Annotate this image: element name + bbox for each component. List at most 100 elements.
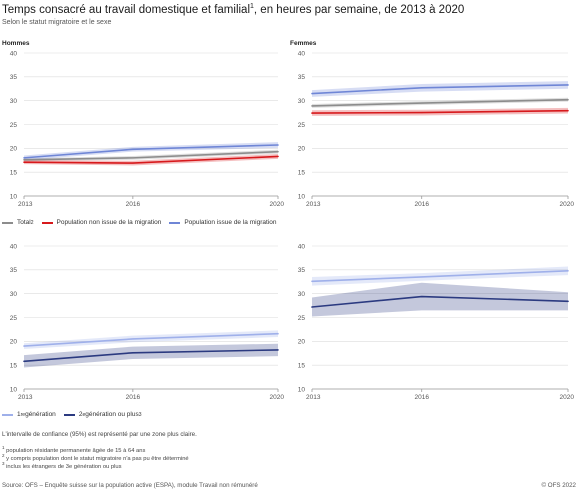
- data-point-total: [567, 98, 570, 101]
- data-point-non_migration: [311, 112, 314, 115]
- chart-femmes: 10 15 20 25 30 35 40 2013 2016 2020: [298, 50, 575, 208]
- series-line-non_migration: [23, 155, 279, 164]
- data-point-first_generation: [567, 269, 570, 272]
- data-point-first_generation: [131, 338, 134, 341]
- data-point-total: [420, 102, 423, 105]
- x-tick-label: 2016: [414, 201, 429, 208]
- data-point-second_generation: [567, 300, 570, 303]
- data-point-migration: [277, 144, 280, 147]
- y-tick-label: 40: [298, 50, 306, 57]
- legend-item-total: Total 2: [2, 219, 34, 226]
- y-tick-label: 35: [10, 74, 18, 81]
- series-line-migration: [311, 84, 569, 95]
- data-point-first_generation: [23, 345, 26, 348]
- data-point-second_generation: [420, 295, 423, 298]
- data-point-total: [311, 105, 314, 108]
- data-point-total: [277, 150, 280, 153]
- data-point-first_generation: [277, 332, 280, 335]
- x-tick-label: 2020: [560, 394, 575, 401]
- legend-swatch-migration: [169, 221, 181, 224]
- copyright-text: © OFS 2022: [541, 482, 576, 489]
- series-line-non_migration: [311, 109, 569, 114]
- legend-swatch-non-migration: [41, 221, 53, 224]
- chart-hommes: 10 15 20 25 30 35 40 2013 2016 2020: [10, 50, 285, 208]
- x-tick-label: 2020: [270, 394, 285, 401]
- series-line-first_generation: [23, 332, 279, 347]
- y-tick-label: 10: [298, 386, 306, 393]
- y-tick-label: 20: [298, 339, 306, 346]
- series-line-total: [311, 98, 569, 107]
- y-tick-label: 25: [10, 122, 18, 129]
- x-tick-label: 2016: [126, 394, 141, 401]
- data-point-migration: [23, 156, 26, 159]
- legend-swatch-first-generation: [2, 413, 13, 416]
- y-tick-label: 40: [298, 243, 306, 250]
- chart-femmes-generation: 10 15 20 25 30 35 40 2013 2016 2020: [298, 243, 575, 401]
- y-tick-label: 10: [10, 193, 18, 200]
- legend-swatch-total: [2, 221, 13, 224]
- page-title: Temps consacré au travail domestique et …: [2, 3, 465, 16]
- y-tick-label: 20: [10, 339, 18, 346]
- x-tick-label: 2020: [560, 201, 575, 208]
- y-tick-label: 10: [10, 386, 18, 393]
- x-tick-label: 2013: [18, 201, 33, 208]
- source-text: Source: OFS – Enquête suisse sur la popu…: [2, 482, 258, 489]
- confidence-band-second_generation: [312, 282, 568, 317]
- y-tick-label: 20: [298, 146, 306, 153]
- legend-item-first-generation: 1 re génération: [2, 411, 56, 418]
- chart-hommes-generation: 10 15 20 25 30 35 40 2013 2016 2020: [10, 243, 285, 401]
- data-point-first_generation: [311, 280, 314, 283]
- legend-top: Total 2 Population non issue de la migrat…: [2, 219, 284, 226]
- data-point-second_generation: [23, 360, 26, 363]
- footnote-3: 3 inclus les étrangers de 3e génération …: [2, 461, 122, 470]
- data-point-non_migration: [277, 155, 280, 158]
- y-tick-label: 15: [298, 169, 306, 176]
- data-point-non_migration: [23, 161, 26, 164]
- data-point-second_generation: [131, 351, 134, 354]
- y-tick-label: 20: [10, 146, 18, 153]
- panel-title-femmes: Femmes: [290, 40, 317, 47]
- y-tick-label: 40: [10, 243, 18, 250]
- data-point-second_generation: [277, 349, 280, 352]
- y-tick-label: 25: [298, 122, 306, 129]
- x-tick-label: 2020: [270, 201, 285, 208]
- x-tick-label: 2013: [306, 201, 321, 208]
- data-point-migration: [131, 148, 134, 151]
- legend-item-non-migration: Population non issue de la migration: [41, 219, 161, 226]
- y-tick-label: 30: [10, 98, 18, 105]
- y-tick-label: 15: [10, 362, 18, 369]
- confidence-band-second_generation: [24, 343, 278, 368]
- y-tick-label: 30: [298, 98, 306, 105]
- data-point-migration: [420, 86, 423, 89]
- x-tick-label: 2016: [414, 394, 429, 401]
- footnote-2: 2 y compris population dont le statut mi…: [2, 453, 189, 462]
- series-line-first_generation: [311, 269, 569, 283]
- confidence-note: L'intervalle de confiance (95%) est repr…: [2, 431, 197, 438]
- data-point-total: [131, 156, 134, 159]
- y-tick-label: 40: [10, 50, 18, 57]
- y-tick-label: 30: [10, 291, 18, 298]
- legend-item-migration: Population issue de la migration: [169, 219, 276, 226]
- data-point-non_migration: [420, 111, 423, 114]
- y-tick-label: 15: [10, 169, 18, 176]
- y-tick-label: 35: [10, 267, 18, 274]
- series-line-second_generation: [311, 295, 569, 308]
- page-subtitle: Selon le statut migratoire et le sexe: [2, 19, 112, 26]
- y-tick-label: 10: [298, 193, 306, 200]
- x-tick-label: 2013: [306, 394, 321, 401]
- data-point-first_generation: [420, 276, 423, 279]
- data-point-non_migration: [567, 109, 570, 112]
- panel-title-hommes: Hommes: [2, 40, 30, 47]
- y-tick-label: 30: [298, 291, 306, 298]
- data-point-second_generation: [311, 306, 314, 309]
- confidence-band-migration: [312, 81, 568, 97]
- footnote-1: 1 population résidante permanente âgée d…: [2, 445, 146, 454]
- data-point-migration: [567, 84, 570, 87]
- y-tick-label: 15: [298, 362, 306, 369]
- series-line-second_generation: [23, 349, 279, 363]
- x-tick-label: 2016: [126, 201, 141, 208]
- series-line-migration: [23, 144, 279, 159]
- x-tick-label: 2013: [18, 394, 33, 401]
